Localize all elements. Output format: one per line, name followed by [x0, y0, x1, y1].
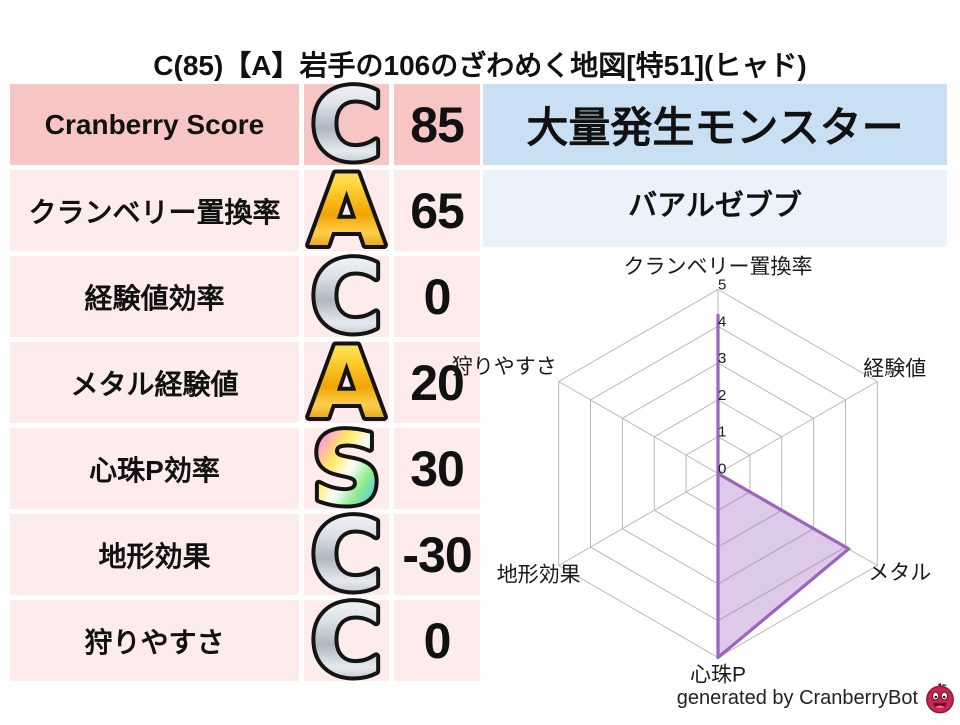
stat-value: 85: [394, 84, 480, 165]
radar-axis-label: 狩りやすさ: [452, 356, 557, 379]
radar-axis-label: クランベリー置換率: [624, 256, 813, 279]
grade-badge-icon: A: [304, 323, 389, 445]
grade-badge-icon: A: [304, 151, 389, 273]
stat-value: -30: [394, 514, 480, 595]
stat-label: クランベリー置換率: [10, 170, 299, 251]
grade-badge-icon: S: [304, 409, 389, 531]
svg-text:2: 2: [718, 387, 726, 404]
radar-axis-label: 心珠P: [690, 664, 746, 687]
monster-panel: 大量発生モンスター バアルゼブブ: [483, 84, 947, 247]
stat-value: 20: [394, 342, 480, 423]
grade-letter: C: [311, 499, 383, 613]
monster-name: バアルゼブブ: [483, 170, 947, 247]
credit-text: generated by CranberryBot: [676, 686, 918, 709]
stats-table: Cranberry Score C 85 クランベリー置換率 A 65 経験値効…: [10, 65, 480, 703]
grade-letter: A: [309, 327, 385, 441]
stat-value: 65: [394, 170, 480, 251]
grade-badge-icon: C: [304, 65, 389, 187]
radar-axis-label: メタル: [868, 562, 931, 585]
stat-label: メタル経験値: [10, 342, 299, 423]
radar-chart: 0 1 2 3 4 5 クランベリー置換率経験値メタル心珠P 地形効果 狩りやすさ: [452, 250, 960, 720]
radar-axis-label: 経験値: [863, 358, 926, 381]
stat-label: 心珠P効率: [10, 428, 299, 509]
grade-badge-icon: C: [304, 237, 389, 359]
grade-letter: A: [309, 155, 385, 269]
cranberry-mascot-icon: [926, 683, 954, 714]
footer-credit: generated by CranberryBot: [677, 681, 957, 715]
stat-value: 0: [394, 256, 480, 337]
stat-value: 0: [394, 600, 480, 681]
stat-value: 30: [394, 428, 480, 509]
svg-text:0: 0: [718, 461, 726, 478]
svg-text:1: 1: [718, 424, 726, 441]
grade-letter: S: [311, 413, 382, 527]
grade-letter: C: [311, 241, 383, 355]
grade-letter: C: [311, 69, 383, 183]
radar-axis-label: 地形効果: [497, 564, 581, 587]
svg-text:5: 5: [718, 277, 726, 294]
svg-text:4: 4: [718, 313, 726, 330]
stat-label: 経験値効率: [10, 256, 299, 337]
monster-panel-header: 大量発生モンスター: [483, 84, 947, 165]
grade-letter: C: [311, 585, 383, 699]
grade-badge-icon: C: [304, 581, 389, 703]
grade-badge-icon: C: [304, 495, 389, 617]
svg-text:3: 3: [718, 350, 726, 367]
stat-label: 狩りやすさ: [10, 600, 299, 681]
page-title: C(85)【A】岩手の106のざわめく地図[特51](ヒャド): [153, 50, 807, 81]
stat-label: 地形効果: [10, 514, 299, 595]
stat-label: Cranberry Score: [10, 84, 299, 165]
